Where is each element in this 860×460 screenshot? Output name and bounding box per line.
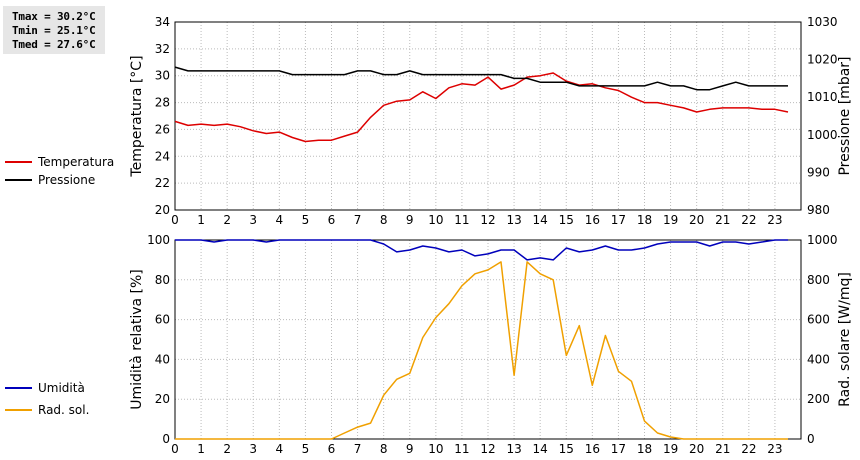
- chart1-x-tick-label: 2: [223, 213, 231, 227]
- chart1-left-tick-label: 22: [155, 176, 170, 190]
- stats-box: Tmax = 30.2°C Tmin = 25.1°C Tmed = 27.6°…: [3, 6, 105, 54]
- chart1-right-tick-label: 1000: [807, 128, 838, 142]
- stat-tmed-value: 27.6°C: [56, 38, 96, 51]
- chart1-right-tick-label: 990: [807, 165, 830, 179]
- chart2-x-tick-label: 3: [249, 442, 257, 456]
- chart2-x-tick-label: 4: [276, 442, 284, 456]
- chart1-right-tick-label: 1030: [807, 15, 838, 29]
- chart1-x-tick-label: 15: [559, 213, 574, 227]
- chart2-right-tick-label: 0: [807, 432, 815, 446]
- chart1-left-tick-label: 26: [155, 122, 170, 136]
- chart1-left-tick-label: 20: [155, 203, 170, 217]
- stat-tmin: Tmin = 25.1°C: [12, 24, 96, 37]
- chart1-x-tick-label: 18: [637, 213, 652, 227]
- chart1-right-tick-label: 980: [807, 203, 830, 217]
- chart2-x-tick-label: 13: [506, 442, 521, 456]
- chart1-x-tick-label: 8: [380, 213, 388, 227]
- chart2-right-tick-label: 200: [807, 392, 830, 406]
- chart1-x-tick-label: 19: [663, 213, 678, 227]
- chart2-left-tick-label: 80: [155, 273, 170, 287]
- chart1-left-axis-title: Temperatura [°C]: [129, 55, 145, 177]
- chart1-left-tick-label: 30: [155, 69, 170, 83]
- chart1-x-tick-label: 16: [585, 213, 600, 227]
- chart2-right-tick-label: 800: [807, 273, 830, 287]
- stat-tmin-label: Tmin: [12, 24, 38, 37]
- chart1-right-axis-title: Pressione [mbar]: [837, 56, 853, 175]
- chart2-right-axis-title: Rad. solare [W/mq]: [837, 272, 853, 407]
- chart2-x-tick-label: 18: [637, 442, 652, 456]
- chart2-series-umidit-line: [175, 239, 788, 261]
- chart2-left-tick-label: 0: [162, 432, 170, 446]
- stat-tmin-value: 25.1°C: [56, 24, 96, 37]
- chart2-x-tick-label: 21: [715, 442, 730, 456]
- stat-tmed: Tmed = 27.6°C: [12, 38, 96, 51]
- chart2-left-tick-label: 20: [155, 392, 170, 406]
- chart2-x-tick-label: 15: [559, 442, 574, 456]
- chart2-x-tick-label: 10: [428, 442, 443, 456]
- chart1-right-tick-label: 1020: [807, 53, 838, 67]
- chart1-right-tick-label: 1010: [807, 90, 838, 104]
- chart2-x-tick-label: 2: [223, 442, 231, 456]
- chart1-left-tick-label: 24: [155, 149, 170, 163]
- chart2-x-tick-label: 16: [585, 442, 600, 456]
- chart2-x-tick-label: 11: [454, 442, 469, 456]
- chart1-x-tick-label: 14: [533, 213, 548, 227]
- chart2-x-tick-label: 22: [741, 442, 756, 456]
- chart1-plot-frame: [174, 21, 802, 211]
- chart2-x-tick-label: 0: [171, 442, 179, 456]
- chart2-x-tick-label: 17: [611, 442, 626, 456]
- stat-tmax: Tmax = 30.2°C: [12, 10, 96, 23]
- chart2-right-tick-label: 400: [807, 352, 830, 366]
- chart1-left-tick-label: 28: [155, 96, 170, 110]
- chart1-series-temperatura-line: [174, 72, 789, 143]
- chart1-x-tick-label: 13: [506, 213, 521, 227]
- chart1-x-tick-label: 12: [480, 213, 495, 227]
- chart1-x-tick-label: 9: [406, 213, 414, 227]
- chart2-x-tick-label: 5: [302, 442, 310, 456]
- stat-tmed-label: Tmed: [12, 38, 38, 51]
- chart2-x-tick-label: 9: [406, 442, 414, 456]
- chart2-legend-umidit-label: Umidità: [38, 381, 85, 395]
- chart2-plot-frame: [174, 239, 802, 440]
- chart2-x-tick-label: 1: [197, 442, 205, 456]
- chart1-x-tick-label: 23: [767, 213, 782, 227]
- chart2-right-tick-label: 1000: [807, 233, 838, 247]
- chart2-right-tick-label: 600: [807, 313, 830, 327]
- chart1-series-pressione-line: [174, 66, 788, 91]
- chart2-x-tick-label: 8: [380, 442, 388, 456]
- chart1-legend-pressione-label: Pressione: [38, 173, 95, 187]
- chart1-x-tick-label: 4: [276, 213, 284, 227]
- chart2-x-tick-label: 20: [689, 442, 704, 456]
- chart1-left-tick-label: 34: [155, 15, 170, 29]
- chart2-left-tick-label: 60: [155, 313, 170, 327]
- chart2-x-tick-label: 19: [663, 442, 678, 456]
- chart1-legend-temperatura-label: Temperatura: [37, 155, 114, 169]
- chart1-x-tick-label: 21: [715, 213, 730, 227]
- chart2-x-tick-label: 7: [354, 442, 362, 456]
- chart2-left-tick-label: 100: [147, 233, 170, 247]
- chart2-x-tick-label: 6: [328, 442, 336, 456]
- chart2-x-tick-label: 23: [767, 442, 782, 456]
- chart1-x-tick-label: 10: [428, 213, 443, 227]
- chart1-x-tick-label: 3: [249, 213, 257, 227]
- chart2-legend-rad-sol-label: Rad. sol.: [38, 403, 89, 417]
- chart1-x-tick-label: 0: [171, 213, 179, 227]
- chart1-x-tick-label: 7: [354, 213, 362, 227]
- chart1-x-tick-label: 20: [689, 213, 704, 227]
- chart1-left-tick-label: 32: [155, 42, 170, 56]
- chart2-left-tick-label: 40: [155, 352, 170, 366]
- chart1-x-tick-label: 11: [454, 213, 469, 227]
- chart1-x-tick-label: 1: [197, 213, 205, 227]
- stat-tmax-label: Tmax: [12, 10, 38, 23]
- chart2-series-rad-sol-line: [175, 261, 788, 440]
- chart1-x-tick-label: 17: [611, 213, 626, 227]
- chart1-x-tick-label: 5: [302, 213, 310, 227]
- stat-tmax-value: 30.2°C: [56, 10, 96, 23]
- chart2-x-tick-label: 12: [480, 442, 495, 456]
- chart2-left-axis-title: Umidità relativa [%]: [129, 269, 145, 410]
- chart2-x-tick-label: 14: [533, 442, 548, 456]
- chart1-x-tick-label: 6: [328, 213, 336, 227]
- chart1-x-tick-label: 22: [741, 213, 756, 227]
